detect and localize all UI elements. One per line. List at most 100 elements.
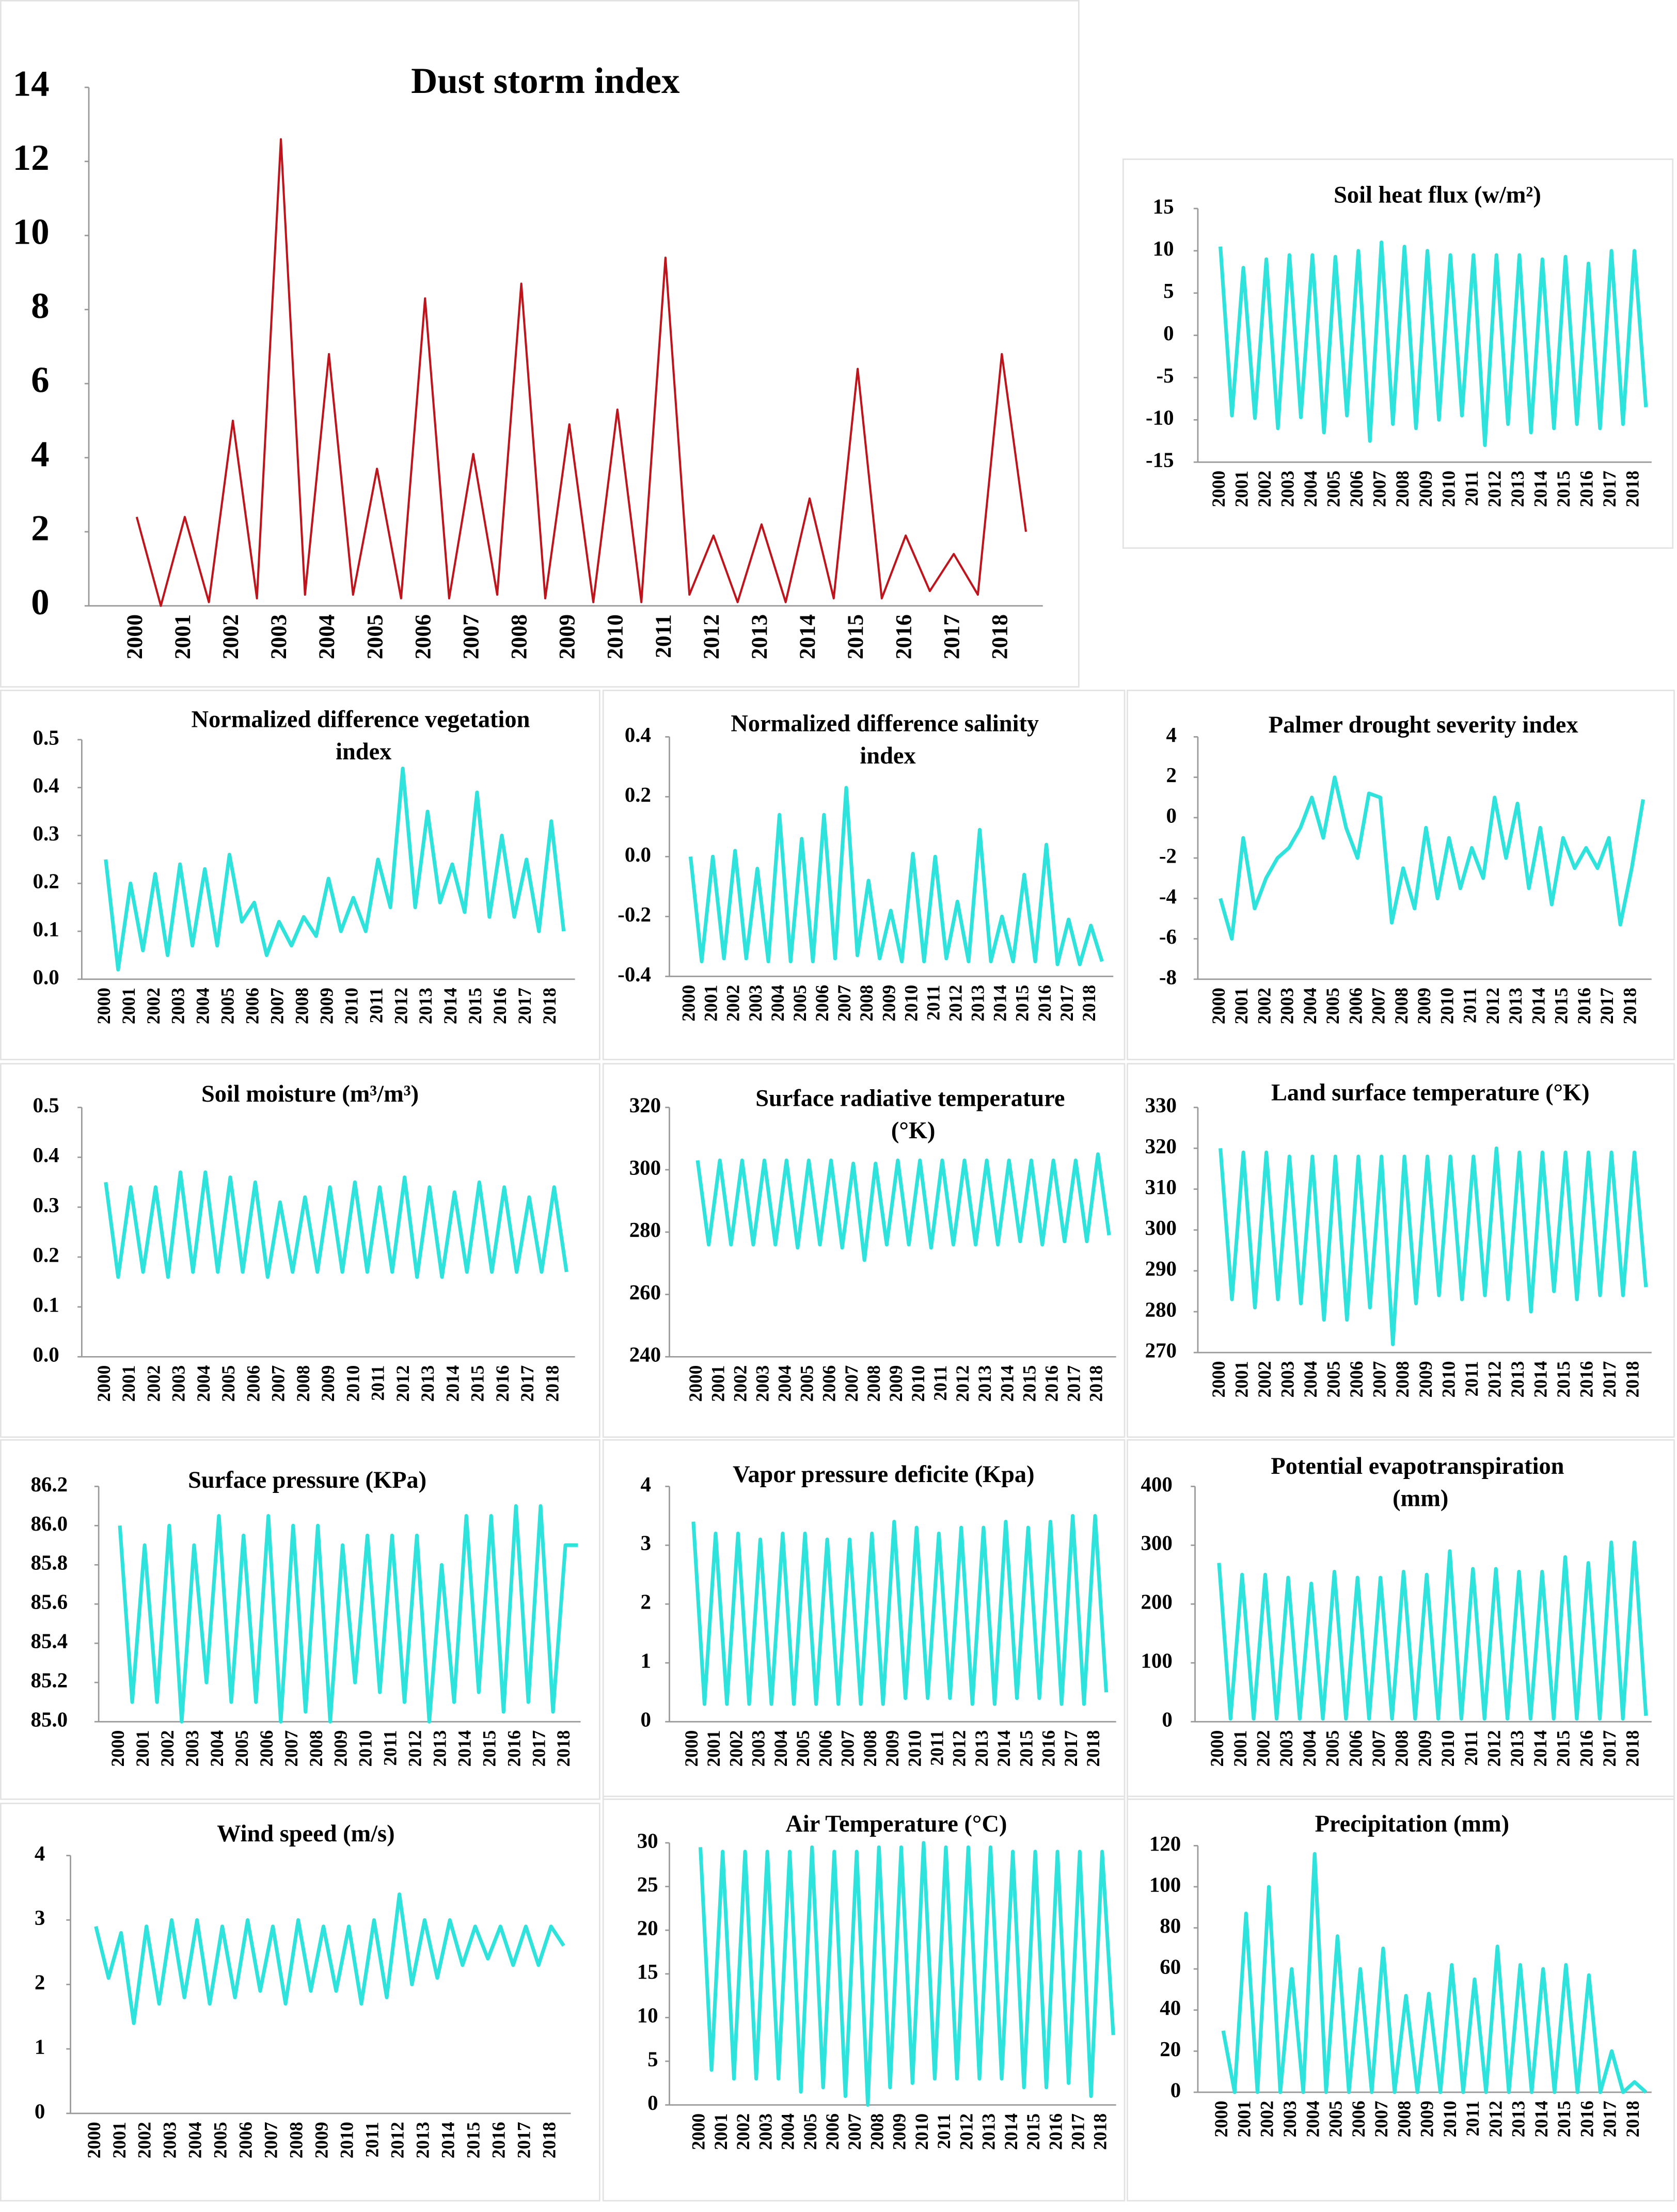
- x-tick-label: 2014: [990, 985, 1010, 1022]
- x-tick-label: 2000: [1211, 2100, 1231, 2137]
- chart-title: Precipitation (mm): [1315, 1811, 1509, 1837]
- y-tick-label: 2: [1166, 763, 1177, 787]
- y-tick-label: 0: [1170, 2078, 1181, 2102]
- y-tick-label: 0.2: [625, 783, 651, 806]
- x-tick-label: 2001: [1230, 1730, 1251, 1767]
- x-tick-label: 2001: [118, 988, 139, 1024]
- x-tick-label: 2006: [812, 985, 832, 1022]
- x-tick-label: 2014: [454, 1730, 474, 1767]
- x-tick-label: 2000: [93, 988, 114, 1024]
- x-tick-label: 2014: [1531, 2100, 1552, 2137]
- x-tick-label: 2012: [1484, 1361, 1505, 1398]
- title-line: Normalized difference salinity: [731, 710, 1045, 737]
- x-tick-label: 2009: [1415, 1361, 1436, 1398]
- x-tick-label: 2011: [1462, 2100, 1483, 2136]
- x-tick-label: 2018: [1622, 1730, 1643, 1767]
- x-tick-label: 2004: [207, 1730, 227, 1767]
- x-tick-label: 2017: [1600, 2100, 1620, 2137]
- x-tick-label: 2015: [1554, 2100, 1574, 2137]
- x-tick-label: 2009: [889, 2113, 910, 2150]
- chart: Surface radiative temperature (°K) 240 260…: [629, 1085, 1116, 1402]
- x-tick-label: 2008: [1392, 1361, 1413, 1398]
- x-tick-label: 2012: [392, 1365, 413, 1402]
- x-tick-label: 2002: [1254, 1361, 1275, 1398]
- x-tick-label: 2009: [882, 1730, 903, 1767]
- x-tick-label: 2007: [844, 2113, 865, 2150]
- x-tick-label: 2003: [755, 2113, 776, 2150]
- x-tick-label: 2014: [795, 614, 820, 659]
- x-tick-label: 2003: [168, 1365, 189, 1402]
- title-line: index: [336, 739, 391, 765]
- data-line: [118, 1504, 578, 1724]
- x-tick-label: 2006: [819, 1365, 840, 1402]
- x-tick-label: 2001: [1231, 1361, 1252, 1398]
- y-tick-label: 0: [31, 582, 49, 623]
- x-tick-label: 2003: [1279, 2100, 1300, 2137]
- chart: Normalized difference vegetation index 0.…: [33, 706, 575, 1024]
- y-tick-label: 15: [1153, 195, 1174, 218]
- x-tick-label: 2018: [987, 614, 1012, 659]
- chart-title: Normalized difference salinity index: [731, 710, 1045, 769]
- chart-title: Palmer drought severity index: [1269, 712, 1578, 738]
- x-tick-label: 2005: [1323, 471, 1344, 507]
- x-tick-label: 2000: [678, 985, 699, 1022]
- x-tick-label: 2010: [1437, 1730, 1458, 1767]
- x-tick-label: 2001: [703, 1730, 724, 1767]
- x-tick-label: 2000: [93, 1365, 114, 1402]
- x-tick-label: 2008: [1391, 988, 1412, 1024]
- y-tick-label: 280: [629, 1218, 661, 1242]
- x-tick-label: 2012: [1482, 988, 1503, 1024]
- x-tick-label: 2013: [968, 985, 988, 1022]
- x-tick-label: 2006: [243, 1365, 263, 1402]
- y-tick-label: 25: [637, 1873, 658, 1896]
- y-tick-label: 300: [1145, 1216, 1177, 1239]
- x-tick-label: 2007: [261, 2122, 281, 2158]
- x-tick-label: 2003: [745, 985, 766, 1022]
- x-tick-label: 2004: [314, 614, 339, 659]
- y-tick-label: 20: [637, 1917, 658, 1940]
- x-tick-label: 2011: [934, 2113, 954, 2149]
- x-tick-label: 2004: [778, 2113, 798, 2150]
- title-line: Surface radiative temperature: [755, 1085, 1071, 1111]
- x-tick-label: 2002: [134, 2122, 155, 2158]
- y-tick-label: 300: [629, 1156, 661, 1179]
- y-tick-label: -0.2: [618, 903, 651, 926]
- x-tick-label: 2014: [442, 1365, 463, 1402]
- x-tick-label: 2013: [978, 2113, 999, 2150]
- chart-title: Soil moisture (m³/m³): [201, 1081, 419, 1107]
- x-tick-label: 2002: [218, 614, 243, 659]
- x-tick-label: 2005: [217, 988, 238, 1024]
- x-tick-label: 2001: [707, 1365, 728, 1402]
- panel: [1122, 158, 1674, 549]
- x-tick-label: 2013: [417, 1365, 438, 1402]
- y-tick-label: 270: [1145, 1339, 1177, 1362]
- y-tick-label: 5: [1163, 279, 1174, 303]
- x-tick-label: 2018: [1083, 1730, 1103, 1767]
- y-tick-label: -0.4: [618, 963, 651, 986]
- title-line: Normalized difference vegetation: [191, 706, 536, 733]
- y-tick-label: 0: [35, 2099, 45, 2123]
- x-tick-label: 2011: [380, 1730, 401, 1766]
- x-tick-label: 2014: [996, 1365, 1017, 1402]
- x-tick-label: 2008: [1392, 471, 1413, 507]
- x-tick-label: 2011: [366, 988, 386, 1023]
- x-tick-label: 2001: [1233, 2100, 1254, 2137]
- x-tick-label: 2013: [1507, 1361, 1528, 1398]
- x-tick-label: 2002: [730, 1365, 750, 1402]
- y-tick-label: 300: [1141, 1532, 1172, 1555]
- x-tick-label: 2018: [539, 988, 560, 1024]
- x-tick-label: 2014: [1001, 2113, 1021, 2150]
- x-tick-label: 2008: [856, 985, 877, 1022]
- x-tick-label: 2012: [390, 988, 411, 1024]
- x-tick-label: 2001: [1231, 471, 1252, 507]
- x-tick-label: 2003: [752, 1365, 772, 1402]
- chart: Air Temperature (°C) 0 5 10 15 20 25 30 2000 2001…: [637, 1811, 1116, 2150]
- y-tick-label: 3: [35, 1906, 45, 1930]
- y-tick-label: 0: [641, 1708, 651, 1731]
- x-tick-label: 2011: [362, 2122, 383, 2157]
- panel: [1127, 689, 1675, 1060]
- y-tick-label: 15: [637, 1960, 658, 1983]
- y-tick-label: 120: [1149, 1832, 1181, 1855]
- x-tick-label: 2017: [1596, 988, 1617, 1024]
